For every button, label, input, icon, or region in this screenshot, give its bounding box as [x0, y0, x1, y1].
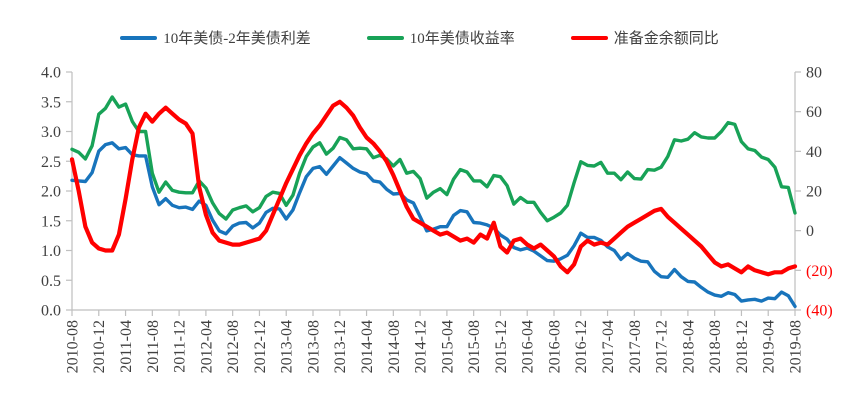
x-axis-tick-label: 2015-12 [493, 320, 510, 373]
left-axis-tick-label: 3.0 [41, 124, 61, 141]
left-axis-tick-label: 1.0 [41, 243, 61, 260]
series-line-spread [70, 141, 797, 309]
legend-label-spread: 10年美债-2年美债利差 [163, 31, 311, 47]
x-axis-tick-label: 2018-04 [680, 320, 697, 373]
right-axis-tick-label: 60 [806, 104, 822, 121]
x-axis-tick-label: 2011-12 [172, 320, 189, 373]
x-axis-tick-label: 2017-04 [600, 320, 617, 373]
x-axis-tick-label: 2017-12 [654, 320, 671, 373]
legend-line-swatch-spread [120, 35, 158, 40]
x-axis-tick-label: 2014-04 [359, 320, 376, 373]
legend-item-spread: 10年美债-2年美债利差 [120, 27, 311, 48]
x-axis-tick-label: 2013-12 [332, 320, 349, 373]
left-axis-tick-label: 3.5 [41, 94, 61, 111]
right-axis-tick-label: (20) [806, 263, 833, 280]
x-axis-tick-label: 2013-08 [305, 320, 322, 373]
chart-legend: 10年美债-2年美债利差 10年美债收益率 准备金余额同比 [30, 27, 809, 48]
x-axis-tick-label: 2014-08 [386, 320, 403, 373]
x-axis-tick-label: 2019-08 [787, 320, 804, 373]
x-axis-tick-label: 2010-12 [91, 320, 108, 373]
right-axis-tick-label: 20 [806, 184, 822, 201]
left-axis-tick-label: 0.0 [41, 303, 61, 320]
x-axis-tick-label: 2017-08 [627, 320, 644, 373]
legend-item-yield10y: 10年美债收益率 [366, 27, 515, 48]
x-axis-tick-label: 2012-04 [198, 320, 215, 373]
x-axis-tick-label: 2018-08 [707, 320, 724, 373]
x-axis-tick-label: 2015-04 [439, 320, 456, 373]
x-axis-tick-label: 2011-08 [145, 320, 162, 373]
x-axis-tick-label: 2018-12 [734, 320, 751, 373]
series-line-yield10y [70, 95, 797, 223]
left-axis-tick-label: 0.5 [41, 273, 61, 290]
right-axis-tick-label: 40 [806, 144, 822, 161]
x-axis-tick-label: 2019-04 [761, 320, 778, 373]
right-axis-tick-label: 0 [806, 223, 814, 240]
left-axis-tick-label: 4.0 [41, 65, 61, 82]
x-axis-tick-label: 2014-12 [413, 320, 430, 373]
left-axis-tick-label: 1.5 [41, 213, 61, 230]
x-axis-tick-label: 2016-04 [520, 320, 537, 373]
series-line-reserves [69, 99, 798, 277]
x-axis-tick-label: 2012-12 [252, 320, 269, 373]
x-axis-tick-label: 2012-08 [225, 320, 242, 373]
x-axis-tick-label: 2015-08 [466, 320, 483, 373]
x-axis-tick-label: 2011-04 [118, 320, 135, 373]
x-axis-tick-label: 2016-08 [546, 320, 563, 373]
right-axis-tick-label: (40) [806, 303, 833, 320]
left-axis-tick-label: 2.5 [41, 154, 61, 171]
legend-label-yield10y: 10年美债收益率 [409, 31, 515, 47]
legend-label-reserves: 准备金余额同比 [613, 31, 719, 47]
x-axis-tick-label: 2016-12 [573, 320, 590, 373]
legend-line-swatch-yield10y [366, 35, 404, 40]
x-axis-tick-label: 2010-08 [64, 320, 81, 373]
x-axis-tick-label: 2013-04 [279, 320, 296, 373]
left-axis-tick-label: 2.0 [41, 184, 61, 201]
legend-item-reserves: 准备金余额同比 [570, 27, 719, 48]
legend-line-swatch-reserves [570, 35, 608, 40]
right-axis-tick-label: 80 [806, 65, 822, 82]
